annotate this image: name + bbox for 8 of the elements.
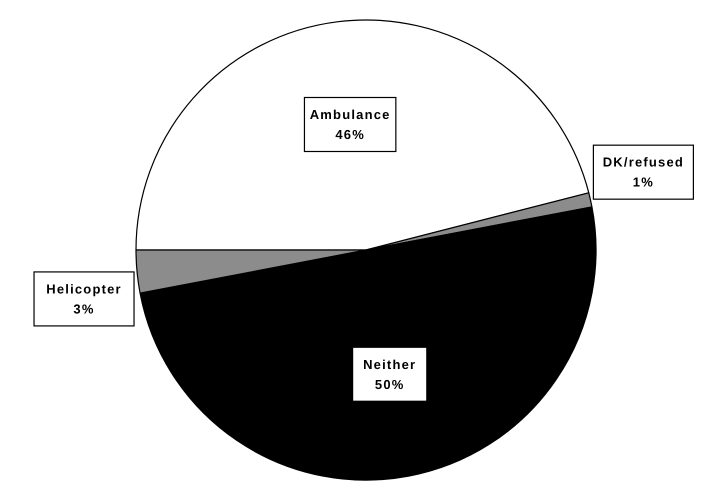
data-label: 46% [335,126,365,142]
slice-label: Helicopter [46,281,122,296]
data-label: 50% [374,376,405,392]
slice-label: Ambulance [310,106,391,122]
slice-label: Neither [363,356,416,372]
slice-label: DK/refused [602,154,684,170]
data-label: 1% [632,174,654,190]
data-label: 3% [73,301,95,316]
